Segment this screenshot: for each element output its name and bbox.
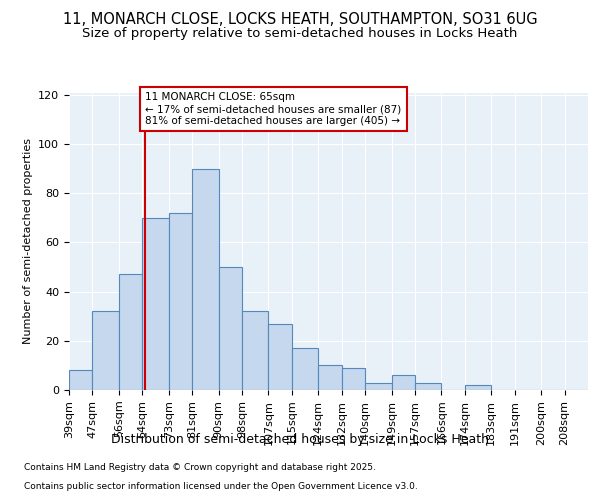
Bar (268, 324, 292, 390)
Bar (341, 368, 365, 390)
Text: Contains public sector information licensed under the Open Government Licence v3: Contains public sector information licen… (24, 482, 418, 491)
Y-axis label: Number of semi-detached properties: Number of semi-detached properties (23, 138, 32, 344)
Bar (192, 168, 218, 390)
Bar (242, 312, 268, 390)
Bar (318, 366, 341, 390)
Bar (69, 370, 92, 390)
Bar (292, 348, 318, 390)
Text: 11 MONARCH CLOSE: 65sqm
← 17% of semi-detached houses are smaller (87)
81% of se: 11 MONARCH CLOSE: 65sqm ← 17% of semi-de… (145, 92, 401, 126)
Text: Size of property relative to semi-detached houses in Locks Heath: Size of property relative to semi-detach… (82, 28, 518, 40)
Bar (169, 213, 192, 390)
Bar (392, 375, 415, 390)
Bar (218, 267, 242, 390)
Text: Distribution of semi-detached houses by size in Locks Heath: Distribution of semi-detached houses by … (111, 432, 489, 446)
Text: 11, MONARCH CLOSE, LOCKS HEATH, SOUTHAMPTON, SO31 6UG: 11, MONARCH CLOSE, LOCKS HEATH, SOUTHAMP… (62, 12, 538, 28)
Bar (465, 385, 491, 390)
Bar (142, 218, 169, 390)
Bar (415, 382, 442, 390)
Bar (92, 312, 119, 390)
Bar (119, 274, 142, 390)
Bar (365, 382, 392, 390)
Text: Contains HM Land Registry data © Crown copyright and database right 2025.: Contains HM Land Registry data © Crown c… (24, 464, 376, 472)
